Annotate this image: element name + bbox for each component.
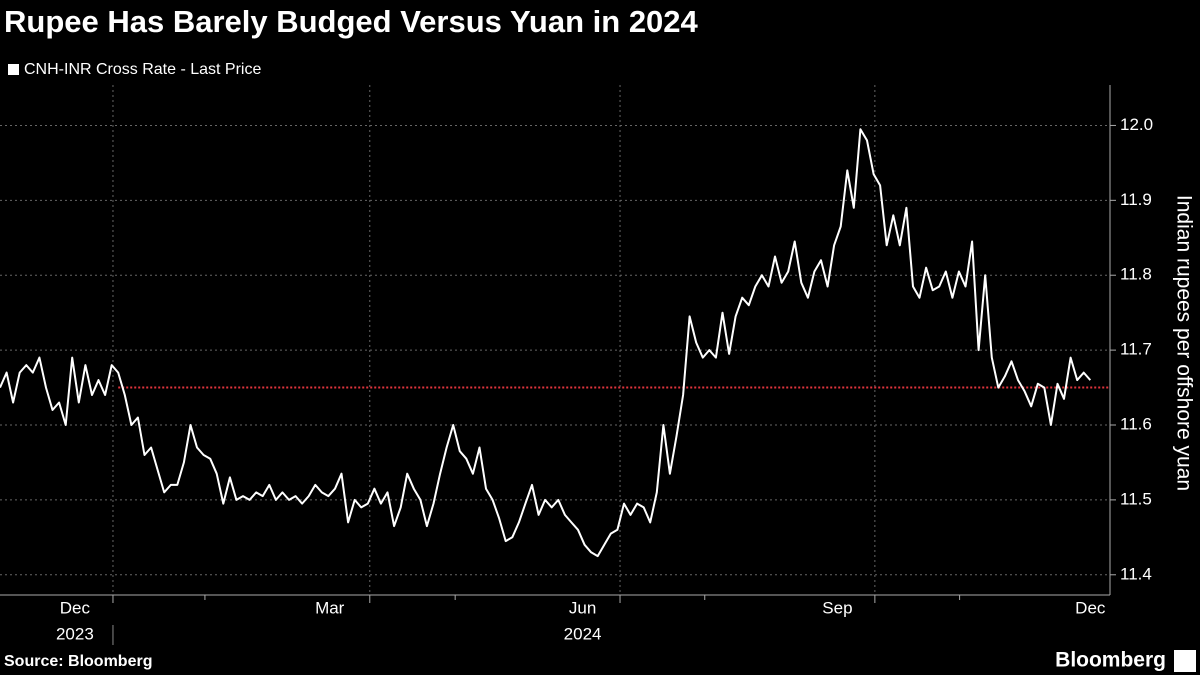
source: Source: Bloomberg bbox=[4, 653, 152, 670]
y-tick-label: 11.6 bbox=[1120, 414, 1152, 433]
brand-icon bbox=[1174, 650, 1196, 672]
y-tick-label: 11.4 bbox=[1120, 564, 1152, 583]
y-tick-label: 11.8 bbox=[1120, 265, 1152, 284]
y-tick-label: 12.0 bbox=[1120, 115, 1153, 134]
y-axis-label: Indian rupees per offshore yuan bbox=[1172, 195, 1195, 491]
y-tick-label: 11.7 bbox=[1120, 340, 1152, 359]
legend-label: CNH-INR Cross Rate - Last Price bbox=[24, 61, 261, 78]
x-tick-label: Mar bbox=[315, 598, 345, 617]
x-tick-label: Sep bbox=[822, 598, 852, 617]
series-line bbox=[0, 128, 1092, 558]
x-tick-label: Dec bbox=[60, 598, 91, 617]
legend-swatch bbox=[8, 64, 19, 75]
brand: Bloomberg bbox=[1055, 649, 1166, 672]
x-tick-label: Jun bbox=[569, 598, 596, 617]
y-tick-label: 11.9 bbox=[1120, 190, 1152, 209]
x-year-label: 2023 bbox=[56, 624, 94, 643]
x-tick-label: Dec bbox=[1075, 598, 1106, 617]
y-tick-label: 11.5 bbox=[1120, 489, 1152, 508]
chart-title: Rupee Has Barely Budged Versus Yuan in 2… bbox=[4, 4, 699, 39]
x-year-label: 2024 bbox=[564, 624, 602, 643]
